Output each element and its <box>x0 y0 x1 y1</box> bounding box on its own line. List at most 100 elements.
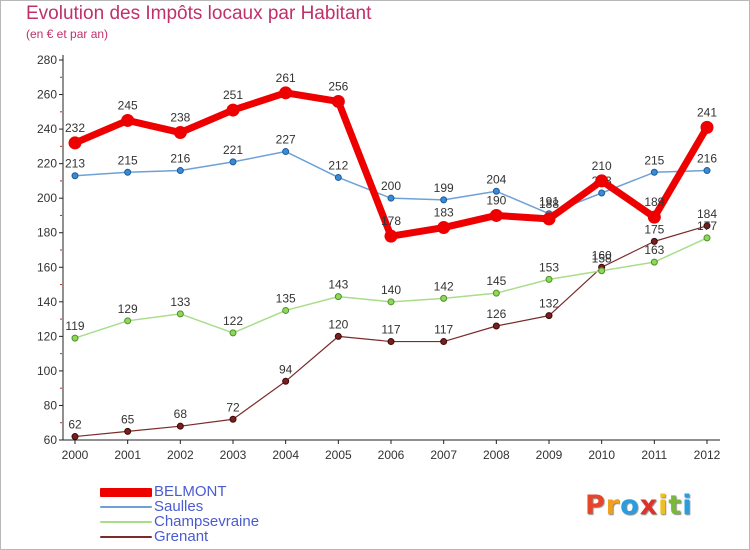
data-point-saulles <box>71 172 79 180</box>
data-point-champsevraine <box>71 334 79 342</box>
y-tick-label: 120 <box>37 329 57 343</box>
data-label-belmont: 188 <box>539 197 559 211</box>
data-label-champsevraine: 153 <box>539 260 559 274</box>
y-tick-label: 80 <box>44 398 58 412</box>
x-tick-label: 2008 <box>483 448 510 462</box>
data-label-grenant: 68 <box>174 407 188 421</box>
data-point-champsevraine <box>545 275 553 283</box>
data-point-belmont <box>542 212 556 226</box>
data-point-belmont <box>331 94 345 108</box>
legend-swatch-champsevraine <box>100 521 152 523</box>
data-point-saulles <box>650 168 658 176</box>
legend-swatch-belmont <box>100 487 152 497</box>
data-label-belmont: 245 <box>118 98 138 112</box>
data-label-grenant: 117 <box>434 323 453 337</box>
series-champsevraine: 119 129 133 122 135 143 140 142 145 153 158 163 177 <box>65 219 717 342</box>
x-tick-label: 2011 <box>641 448 667 462</box>
data-label-champsevraine: 177 <box>697 219 717 233</box>
legend-label-belmont: BELMONT <box>154 483 227 500</box>
data-label-saulles: 204 <box>486 172 506 186</box>
x-tick-label: 2003 <box>220 448 247 462</box>
data-label-saulles: 215 <box>644 153 664 167</box>
data-point-belmont <box>700 120 714 134</box>
legend-label-saulles: Saulles <box>154 498 204 515</box>
data-point-grenant <box>545 312 553 320</box>
y-tick-label: 140 <box>37 295 57 309</box>
data-point-grenant <box>229 415 237 423</box>
data-point-belmont <box>647 210 661 224</box>
data-point-belmont <box>226 103 240 117</box>
data-label-grenant: 62 <box>68 418 82 432</box>
data-point-saulles <box>440 196 448 204</box>
data-label-saulles: 212 <box>328 158 348 172</box>
data-point-champsevraine <box>387 298 395 306</box>
data-label-saulles: 216 <box>697 152 717 166</box>
data-label-champsevraine: 143 <box>328 278 348 292</box>
data-point-grenant <box>334 332 342 340</box>
data-point-saulles <box>334 173 342 181</box>
data-label-belmont: 261 <box>276 71 296 85</box>
data-label-saulles: 213 <box>65 157 85 171</box>
data-label-saulles: 227 <box>276 133 296 147</box>
data-label-belmont: 183 <box>434 206 454 220</box>
x-tick-label: 2009 <box>536 448 563 462</box>
data-point-saulles <box>598 189 606 197</box>
data-point-champsevraine <box>334 293 342 301</box>
series-belmont: 232 245 238 251 261 256 178 183 190 188 210 189 241 <box>65 71 717 243</box>
data-point-belmont <box>68 136 82 150</box>
data-label-champsevraine: 135 <box>276 291 296 305</box>
data-label-champsevraine: 129 <box>118 302 138 316</box>
data-label-grenant: 72 <box>226 400 240 414</box>
data-label-grenant: 175 <box>644 222 664 236</box>
y-tick-label: 240 <box>37 122 57 136</box>
logo-letter: x <box>639 490 659 521</box>
data-label-grenant: 160 <box>592 248 612 262</box>
logo-letter: i <box>682 490 693 521</box>
y-tick-label: 280 <box>37 53 57 67</box>
data-point-grenant <box>282 377 290 385</box>
data-label-champsevraine: 133 <box>170 295 190 309</box>
x-tick-label: 2006 <box>378 448 405 462</box>
data-point-saulles <box>176 167 184 175</box>
data-point-champsevraine <box>598 267 606 275</box>
y-tick-label: 160 <box>37 260 57 274</box>
data-label-belmont: 178 <box>381 214 401 228</box>
data-label-champsevraine: 122 <box>223 314 243 328</box>
data-label-grenant: 120 <box>328 317 348 331</box>
data-label-saulles: 200 <box>381 179 401 193</box>
data-point-champsevraine <box>492 289 500 297</box>
x-tick-label: 2007 <box>430 448 457 462</box>
data-point-saulles <box>492 187 500 195</box>
data-label-grenant: 117 <box>381 323 400 337</box>
y-tick-label: 220 <box>37 157 57 171</box>
data-label-grenant: 184 <box>697 207 717 221</box>
data-label-belmont: 256 <box>328 79 348 93</box>
data-point-grenant <box>387 338 395 346</box>
x-tick-label: 2010 <box>588 448 615 462</box>
data-point-grenant <box>440 338 448 346</box>
chart-subtitle: (en € et par an) <box>26 27 109 41</box>
data-point-grenant <box>650 237 658 245</box>
x-tick-label: 2005 <box>325 448 352 462</box>
x-tick-label: 2000 <box>62 448 89 462</box>
legend-swatch-grenant <box>100 536 152 538</box>
data-label-belmont: 232 <box>65 121 85 135</box>
data-point-saulles <box>124 168 132 176</box>
data-point-champsevraine <box>282 306 290 314</box>
data-label-grenant: 65 <box>121 412 135 426</box>
data-point-saulles <box>703 167 711 175</box>
y-tick-label: 180 <box>37 226 57 240</box>
chart-title: Evolution des Impôts locaux par Habitant <box>26 3 372 24</box>
x-tick-label: 2001 <box>114 448 141 462</box>
data-label-belmont: 238 <box>170 111 190 125</box>
series-saulles: 213215216221227212200199204191203215216 <box>65 133 717 218</box>
data-point-belmont <box>384 229 398 243</box>
x-tick-label: 2002 <box>167 448 194 462</box>
data-point-champsevraine <box>124 317 132 325</box>
data-label-grenant: 126 <box>486 307 506 321</box>
data-point-grenant <box>71 433 79 441</box>
data-point-saulles <box>229 158 237 166</box>
data-point-champsevraine <box>229 329 237 337</box>
data-label-saulles: 199 <box>434 181 454 195</box>
